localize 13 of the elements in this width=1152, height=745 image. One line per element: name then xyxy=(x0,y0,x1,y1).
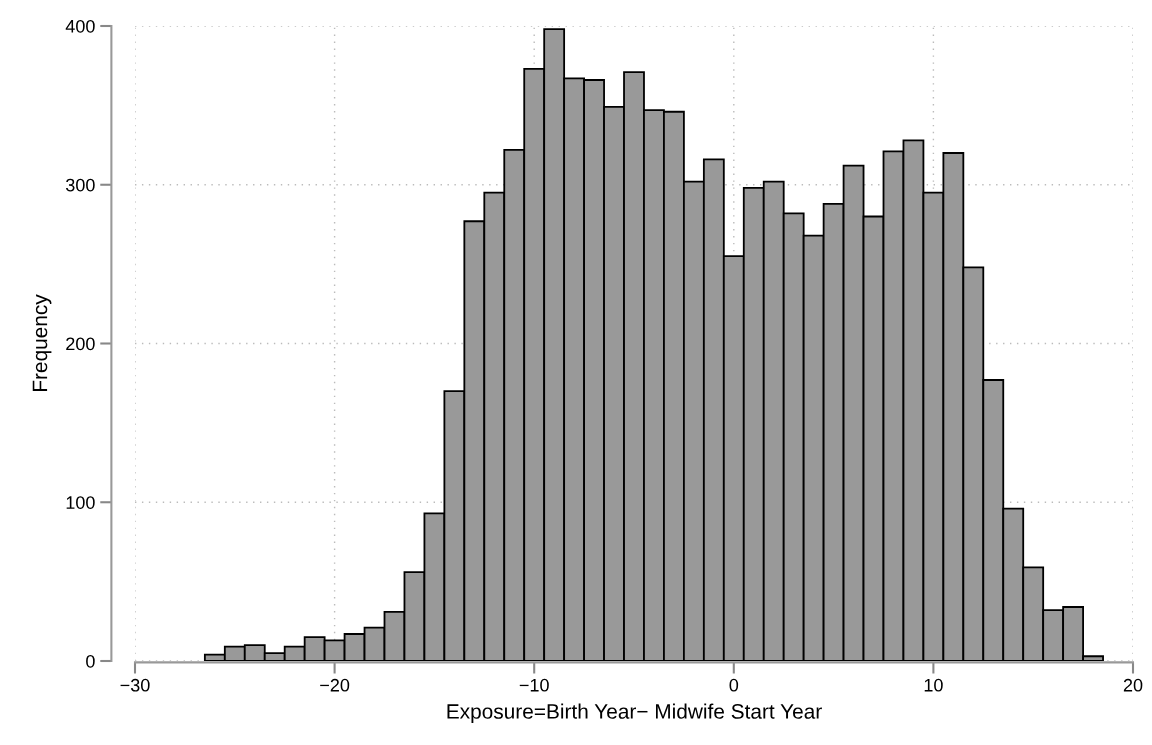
x-axis-title: Exposure=Birth Year− Midwife Start Year xyxy=(447,703,822,723)
x-tick-label: −30 xyxy=(120,678,150,692)
x-tick-label: 10 xyxy=(924,678,943,692)
x-tick-label: −20 xyxy=(320,678,350,692)
x-tick-label: 0 xyxy=(729,678,739,692)
x-tick-label: 20 xyxy=(1123,678,1143,692)
y-tick-label: 100 xyxy=(66,496,95,509)
y-tick-label: 400 xyxy=(65,19,95,33)
y-tick-label: 0 xyxy=(86,654,95,668)
x-tick-label: −10 xyxy=(519,678,549,692)
y-axis-title: Frequency xyxy=(32,294,52,391)
y-tick-label: 200 xyxy=(66,337,95,351)
y-tick-label: 300 xyxy=(65,178,95,192)
